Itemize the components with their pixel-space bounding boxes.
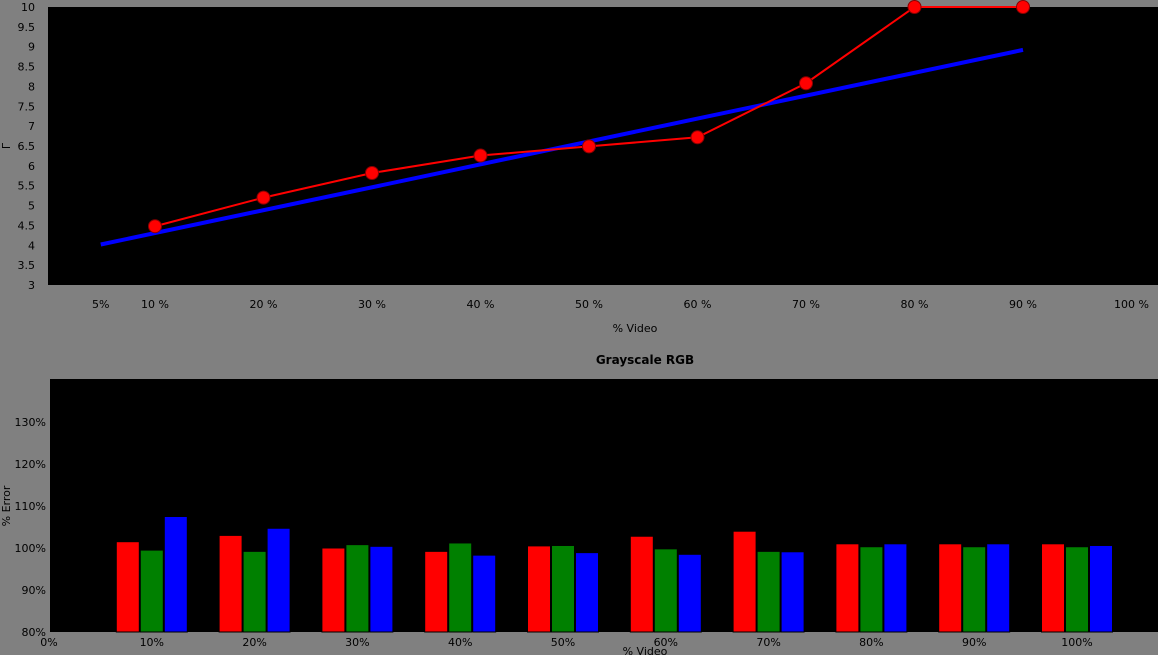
grayscale-x-tick: 20% [242, 636, 266, 649]
gamma-y-tick: 3.5 [18, 259, 36, 272]
grayscale-bar [883, 543, 908, 633]
grayscale-bar [472, 554, 497, 633]
grayscale-x-tick: 70% [756, 636, 780, 649]
grayscale-x-tick: 10% [140, 636, 164, 649]
grayscale-bar [139, 549, 164, 633]
grayscale-bar [1089, 544, 1113, 633]
gamma-y-tick: 6.5 [18, 140, 36, 153]
grayscale-bar [242, 550, 267, 633]
grayscale-bar [163, 516, 188, 633]
gamma-y-tick: 9.5 [18, 21, 36, 34]
gamma-measured-point [690, 130, 705, 145]
grayscale-x-tick: 40% [448, 636, 472, 649]
gamma-x-tick: 90 % [1009, 298, 1037, 311]
gamma-y-tick: 7 [28, 120, 35, 133]
grayscale-bar [424, 550, 449, 633]
grayscale-x-tick: 60% [654, 636, 678, 649]
gamma-x-tick: 10 % [141, 298, 169, 311]
grayscale-bar [835, 543, 860, 633]
gamma-x-tick: 80 % [901, 298, 929, 311]
gamma-y-tick: 5 [28, 200, 35, 213]
gamma-x-tick: 5% [92, 298, 109, 311]
grayscale-chart-title: Grayscale RGB [596, 353, 694, 367]
grayscale-y-tick: 120% [15, 458, 46, 471]
grayscale-bar [345, 544, 370, 633]
gamma-y-tick: 10 [21, 1, 35, 14]
gamma-y-tick: 6 [28, 160, 35, 173]
grayscale-x-tick: 50% [551, 636, 575, 649]
gamma-y-tick: 4.5 [18, 219, 36, 232]
grayscale-x-tick: 30% [345, 636, 369, 649]
grayscale-bar [653, 548, 678, 633]
grayscale-bar [448, 542, 473, 633]
gamma-y-tick: 8 [28, 80, 35, 93]
grayscale-bar [1041, 543, 1065, 633]
grayscale-bar [575, 552, 599, 633]
grayscale-bar [859, 546, 884, 633]
grayscale-bar [551, 544, 575, 633]
gamma-y-tick: 4 [28, 239, 35, 252]
grayscale-bar [266, 527, 291, 633]
grayscale-y-tick: 100% [15, 542, 46, 555]
gamma-x-tick: 50 % [575, 298, 603, 311]
gamma-x-tick: 60 % [684, 298, 712, 311]
grayscale-bar [986, 543, 1011, 633]
gamma-x-tick: 70 % [792, 298, 820, 311]
grayscale-bar [938, 543, 963, 633]
grayscale-bar [218, 534, 243, 633]
gamma-measured-point [365, 166, 379, 181]
grayscale-y-tick: 130% [15, 416, 46, 429]
gamma-measured-point [799, 76, 813, 91]
gamma-x-tick: 30 % [358, 298, 386, 311]
grayscale-x-tick: 80% [859, 636, 883, 649]
gamma-measured-point [1016, 0, 1030, 14]
gamma-x-tick: 40 % [467, 298, 495, 311]
gamma-measured-point [256, 190, 271, 205]
gamma-y-tick: 5.5 [18, 180, 36, 193]
grayscale-x-axis-label: % Video [623, 645, 668, 655]
gamma-x-tick: 100 % [1114, 298, 1149, 311]
gamma-y-axis-label: Γ [0, 142, 13, 149]
gamma-target-line [100, 47, 1024, 247]
grayscale-y-tick: 80% [22, 626, 46, 639]
gamma-y-tick: 7.5 [18, 100, 36, 113]
grayscale-bar [756, 550, 781, 633]
grayscale-y-axis-label: % Error [0, 485, 13, 526]
grayscale-y-tick: 90% [22, 584, 46, 597]
grayscale-y-tick: 110% [15, 500, 46, 513]
gamma-measured-point [148, 219, 162, 234]
grayscale-bar [629, 535, 654, 633]
grayscale-bar [732, 530, 757, 633]
grayscale-bar [369, 545, 394, 633]
gamma-y-tick: 9 [28, 41, 35, 54]
gamma-measured-point [907, 0, 922, 14]
grayscale-bar [527, 545, 551, 633]
grayscale-x-tick: 0% [40, 636, 57, 649]
grayscale-bar [1065, 546, 1089, 633]
gamma-y-tick: 8.5 [18, 61, 36, 74]
grayscale-bar [321, 547, 346, 633]
grayscale-x-tick: 90% [962, 636, 986, 649]
grayscale-bar [115, 541, 140, 633]
grayscale-bar [962, 546, 987, 633]
gamma-measured-point [582, 139, 596, 154]
grayscale-bar [780, 551, 805, 633]
grayscale-x-tick: 100% [1061, 636, 1092, 649]
gamma-measured-point [473, 148, 488, 163]
gamma-x-axis-label: % Video [613, 322, 658, 335]
gamma-x-tick: 20 % [250, 298, 278, 311]
grayscale-bar [677, 553, 702, 633]
gamma-y-tick: 3 [28, 279, 35, 292]
